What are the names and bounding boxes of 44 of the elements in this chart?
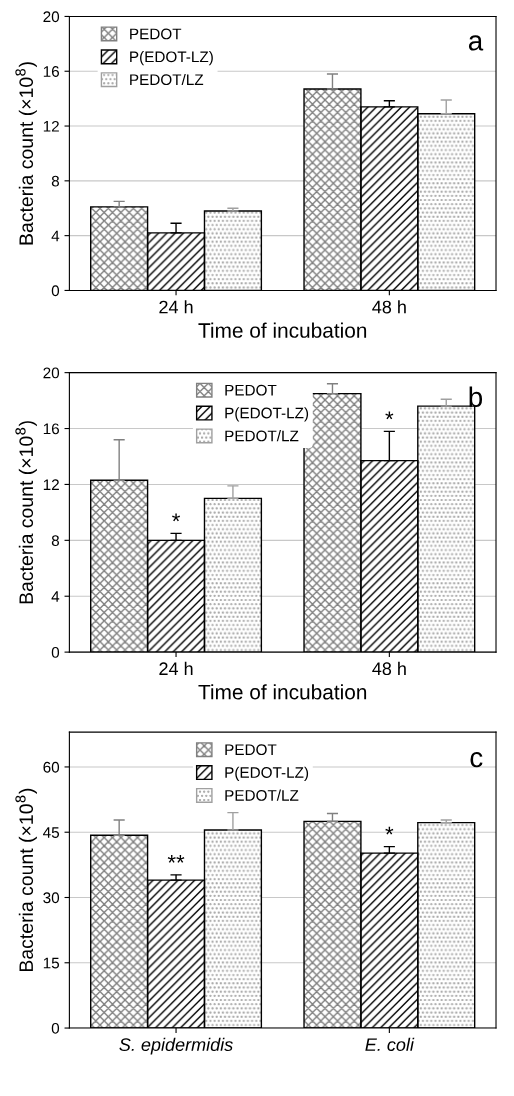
x-tick-label: E. coli: [365, 1037, 415, 1052]
x-tick-label: S. epidermidis: [119, 1037, 233, 1055]
x-axis-title: Time of incubation: [198, 684, 367, 700]
y-tick-label: 0: [51, 285, 60, 297]
y-tick-label: 8: [51, 535, 59, 547]
legend-label: PEDOT/LZ: [225, 430, 299, 442]
legend-label: PEDOT: [130, 28, 182, 40]
legend-label: P(EDOT-LZ): [225, 407, 309, 422]
y-tick-label: 16: [43, 423, 59, 435]
annotation: *: [385, 411, 394, 420]
y-axis-title: Bacteria count (×10$^{8}$): [15, 788, 37, 972]
x-tick-label: 24 h: [159, 300, 193, 314]
y-tick-label: 12: [43, 479, 59, 490]
annotation: b: [469, 386, 483, 408]
y-tick-label: 0: [51, 1022, 60, 1034]
y-tick-label: 20: [43, 11, 60, 23]
y-tick-label: 12: [43, 120, 59, 132]
y-tick-label: 60: [43, 761, 60, 773]
y-axis-title: Bacteria count (×10$^{8}$): [15, 62, 37, 245]
annotation: *: [172, 513, 181, 522]
y-tick-label: 20: [43, 367, 60, 379]
x-axis-title: Time of incubation: [198, 322, 367, 338]
legend-label: PEDOT: [225, 384, 277, 396]
annotation: c: [470, 752, 483, 768]
legend-label: P(EDOT-LZ): [225, 766, 309, 781]
x-tick-label: 24 h: [159, 661, 193, 675]
y-tick-label: 15: [43, 957, 60, 969]
legend-label: PEDOT: [225, 744, 277, 756]
annotation: *: [385, 826, 394, 835]
y-tick-label: 16: [43, 66, 59, 77]
y-tick-label: 4: [51, 591, 60, 602]
x-tick-label: 48 h: [372, 300, 406, 314]
annotation: **: [167, 854, 185, 863]
legend-label: P(EDOT-LZ): [130, 51, 213, 66]
y-axis-title: Bacteria count (×10$^{8}$): [15, 421, 37, 604]
y-tick-label: 4: [51, 230, 60, 242]
legend-label: PEDOT/LZ: [225, 789, 299, 801]
y-tick-label: 30: [43, 892, 60, 904]
legend-label: PEDOT/LZ: [130, 73, 204, 86]
x-tick-label: 48 h: [372, 661, 406, 676]
y-tick-label: 0: [51, 646, 60, 658]
y-tick-label: 8: [51, 175, 59, 187]
annotation: a: [468, 35, 484, 51]
y-tick-label: 45: [43, 827, 60, 838]
